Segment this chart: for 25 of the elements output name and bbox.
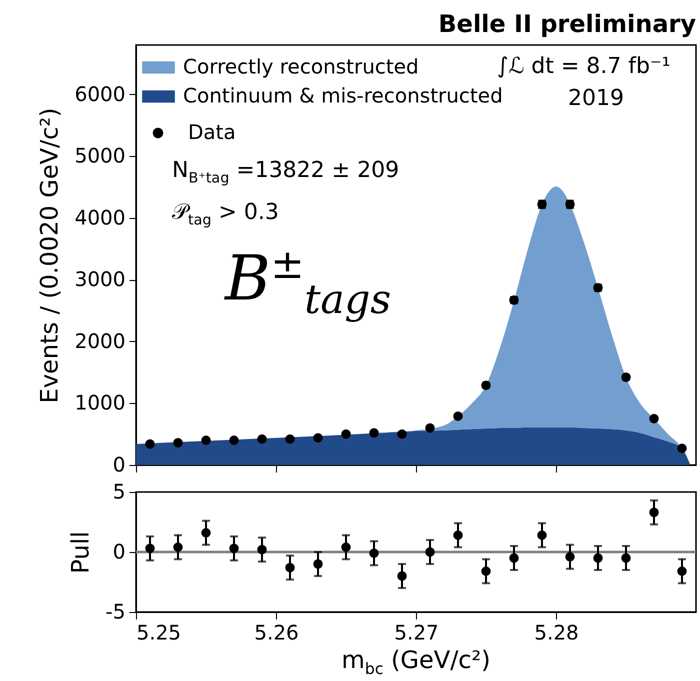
y-tick-label: 3000 (74, 267, 126, 292)
y-tick-label: 0 (112, 540, 126, 564)
y-tick-label: 6000 (74, 82, 126, 106)
annotation: N$_{B⁺tag}$ =13822 ± 209 (172, 158, 400, 186)
x-tick-label: 5.26 (254, 620, 299, 644)
x-axis-title: m$_{bc}$ (GeV/c²) (342, 646, 490, 678)
y-tick-label: 4000 (74, 205, 126, 230)
x-tick-label: 5.27 (394, 620, 439, 644)
legend-label: Data (188, 120, 236, 144)
annotation: ∫ℒ dt = 8.7 fb⁻¹ (497, 54, 670, 79)
y-tick-label: 0 (112, 452, 126, 476)
chart-title: Belle II preliminary (438, 10, 696, 38)
x-tick-label: 5.28 (534, 620, 579, 644)
y-tick-label: 5000 (74, 144, 126, 168)
x-tick-label: 5.25 (136, 620, 182, 644)
y-tick-label: -5 (106, 600, 126, 624)
annotation: 𝒫$_{tag}$ > 0.3 (172, 200, 279, 228)
y-axis-title: Pull (66, 531, 95, 574)
y-tick-label: 1000 (74, 390, 126, 415)
y-tick-label: 5 (112, 480, 126, 504)
legend-label: Continuum & mis-reconstructed (183, 84, 503, 108)
annotation: 2019 (568, 86, 624, 111)
y-axis-title: Events / (0.0020 GeV/c²) (36, 108, 64, 404)
legend-label: Correctly reconstructed (183, 54, 419, 78)
y-tick-label: 2000 (74, 328, 126, 353)
